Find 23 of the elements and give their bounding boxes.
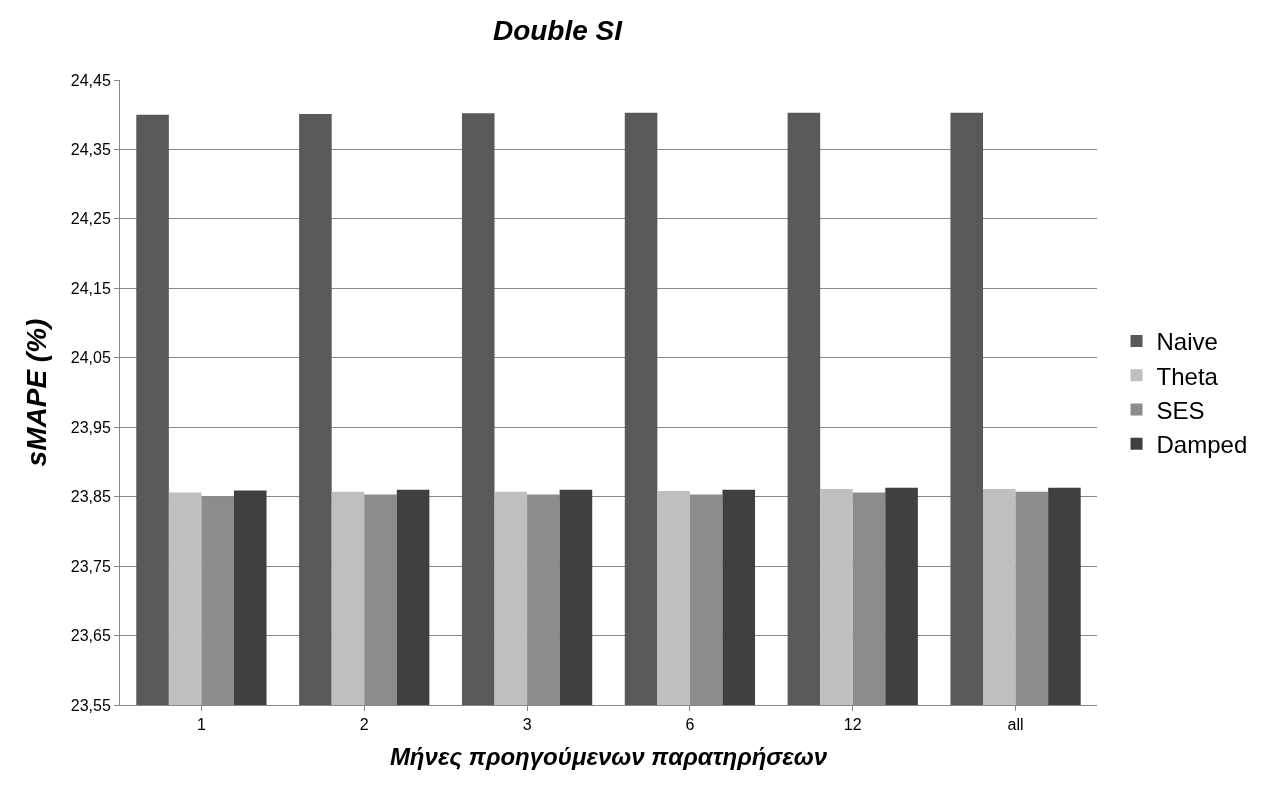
y-axis-title: sMAPE (%) [21, 318, 53, 467]
legend-label: Theta [1156, 362, 1219, 390]
legend-label: Damped [1156, 431, 1248, 459]
y-tick-label: 23,95 [70, 418, 111, 436]
y-tick-label: 24,35 [70, 141, 111, 159]
y-tick-label: 24,15 [70, 279, 111, 297]
x-axis-title: Μήνες προηγούμενων παρατηρήσεων [389, 742, 828, 770]
y-tick-label: 23,85 [70, 488, 111, 506]
x-tick-label: 6 [685, 716, 695, 734]
legend-label: Naive [1156, 328, 1218, 356]
x-tick-label: 3 [522, 716, 532, 734]
y-tick-label: 23,75 [70, 557, 111, 575]
y-tick-label: 24,25 [70, 210, 111, 228]
x-tick-label: 1 [196, 716, 206, 734]
x-tick-label: 2 [359, 716, 369, 734]
y-tick-label: 24,45 [70, 71, 111, 89]
x-tick-label: all [1007, 716, 1024, 734]
y-tick-label: 23,65 [70, 627, 111, 645]
chart-title: Double SI [492, 14, 624, 46]
y-tick-label: 23,55 [70, 696, 111, 714]
y-tick-label: 24,05 [70, 349, 111, 367]
legend-label: SES [1156, 396, 1205, 424]
x-tick-label: 12 [843, 716, 862, 734]
